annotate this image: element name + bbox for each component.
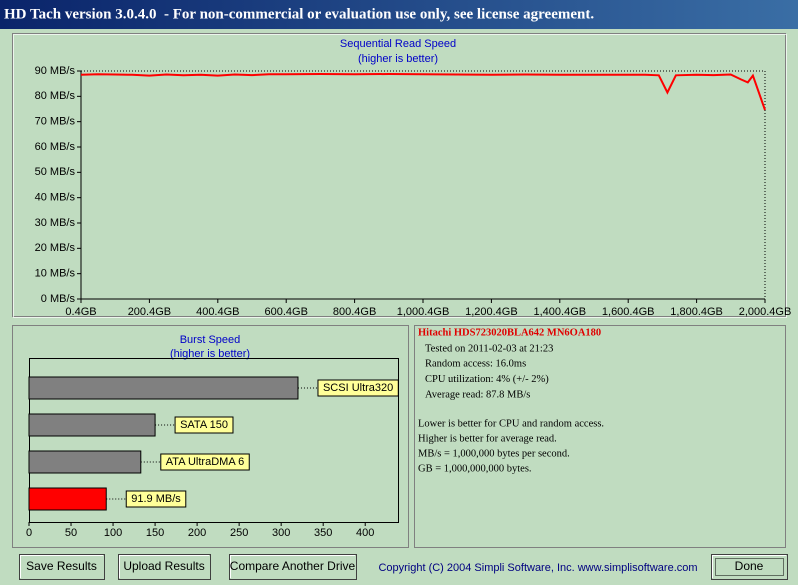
detail-line: Random access: 16.0ms bbox=[425, 359, 526, 370]
y-tick-label: 80 MB/s bbox=[35, 90, 76, 102]
note-line: Lower is better for CPU and random acces… bbox=[418, 418, 604, 429]
y-tick-label: 50 MB/s bbox=[35, 166, 76, 178]
x-tick-label: 800.4GB bbox=[333, 306, 376, 318]
focus-ring bbox=[715, 558, 784, 576]
x-tick-label: 400 bbox=[356, 527, 374, 539]
y-tick-label: 30 MB/s bbox=[35, 217, 76, 229]
button-label: Done bbox=[735, 559, 764, 573]
chart-subtitle: (higher is better) bbox=[358, 53, 438, 65]
note-line: Higher is better for average read. bbox=[418, 433, 557, 444]
x-tick-label: 300 bbox=[272, 527, 290, 539]
detail-line: Average read: 87.8 MB/s bbox=[425, 389, 530, 400]
x-tick-label: 1,400.4GB bbox=[534, 306, 587, 318]
button-label: Save Results bbox=[26, 559, 97, 573]
x-tick-label: 0.4GB bbox=[65, 306, 96, 318]
x-tick-label: 400.4GB bbox=[196, 306, 239, 318]
x-tick-label: 200.4GB bbox=[128, 306, 171, 318]
button[interactable]: Compare Another Drive bbox=[229, 554, 357, 580]
button-highlight bbox=[119, 555, 209, 578]
bar bbox=[28, 450, 142, 474]
y-tick-label: 10 MB/s bbox=[35, 268, 76, 280]
bar bbox=[28, 376, 299, 400]
button-label: Upload Results bbox=[123, 559, 204, 573]
label-box bbox=[174, 416, 234, 434]
button[interactable]: Save Results bbox=[19, 554, 105, 580]
window-title: HD Tach version 3.0.4.0 - For non-commer… bbox=[4, 6, 594, 22]
x-tick-label: 600.4GB bbox=[264, 306, 307, 318]
note-line: MB/s = 1,000,000 bytes per second. bbox=[418, 448, 570, 459]
bar bbox=[28, 487, 107, 511]
panel-info bbox=[414, 325, 786, 548]
copyright: Copyright (C) 2004 Simpli Software, Inc.… bbox=[378, 562, 697, 574]
category-label: SATA 150 bbox=[180, 419, 228, 431]
panel-top bbox=[12, 33, 786, 317]
x-tick-label: 0 bbox=[26, 527, 32, 539]
button-face bbox=[19, 554, 105, 580]
x-tick-label: 1,200.4GB bbox=[465, 306, 518, 318]
title-bar bbox=[0, 0, 798, 29]
label-box bbox=[160, 453, 250, 471]
bar bbox=[28, 413, 156, 437]
x-tick-label: 50 bbox=[65, 527, 77, 539]
y-tick-label: 60 MB/s bbox=[35, 141, 76, 153]
x-tick-label: 1,800.4GB bbox=[670, 306, 723, 318]
x-tick-label: 2,000.4GB bbox=[739, 306, 792, 318]
button[interactable]: Done bbox=[711, 554, 788, 580]
y-tick-label: 0 MB/s bbox=[41, 293, 76, 305]
x-tick-label: 200 bbox=[188, 527, 206, 539]
x-tick-label: 100 bbox=[104, 527, 122, 539]
detail-line: CPU utilization: 4% (+/- 2%) bbox=[425, 374, 549, 385]
y-tick-label: 40 MB/s bbox=[35, 192, 76, 204]
drive-name: Hitachi HDS723020BLA642 MN6OA180 bbox=[418, 327, 601, 338]
button-face bbox=[118, 554, 211, 580]
x-tick-label: 1,000.4GB bbox=[397, 306, 450, 318]
button-label: Compare Another Drive bbox=[230, 559, 356, 573]
button[interactable]: Upload Results bbox=[118, 554, 211, 580]
button-highlight bbox=[712, 555, 786, 578]
read-speed-line bbox=[80, 72, 766, 111]
category-label: ATA UltraDMA 6 bbox=[166, 456, 244, 468]
label-box bbox=[317, 379, 399, 397]
plot-frame bbox=[29, 358, 399, 523]
y-tick-label: 20 MB/s bbox=[35, 242, 76, 254]
button-highlight bbox=[230, 555, 355, 578]
x-tick-label: 250 bbox=[230, 527, 248, 539]
category-label: SCSI Ultra320 bbox=[323, 382, 393, 394]
x-tick-label: 1,600.4GB bbox=[602, 306, 655, 318]
chart-title: Sequential Read Speed bbox=[340, 38, 456, 50]
detail-line: Tested on 2011-02-03 at 21:23 bbox=[425, 343, 553, 354]
panel-burst bbox=[12, 325, 409, 548]
y-tick-label: 70 MB/s bbox=[35, 116, 76, 128]
y-tick-label: 90 MB/s bbox=[35, 65, 76, 77]
panel-top-highlight bbox=[13, 34, 787, 318]
value-label: 91.9 MB/s bbox=[131, 493, 181, 505]
x-tick-label: 150 bbox=[146, 527, 164, 539]
chart-subtitle: (higher is better) bbox=[170, 348, 250, 360]
button-highlight bbox=[20, 555, 103, 578]
chart-title: Burst Speed bbox=[180, 334, 241, 346]
x-tick-label: 350 bbox=[314, 527, 332, 539]
note-line: GB = 1,000,000,000 bytes. bbox=[418, 463, 532, 474]
label-box bbox=[125, 490, 187, 508]
button-face bbox=[229, 554, 357, 580]
